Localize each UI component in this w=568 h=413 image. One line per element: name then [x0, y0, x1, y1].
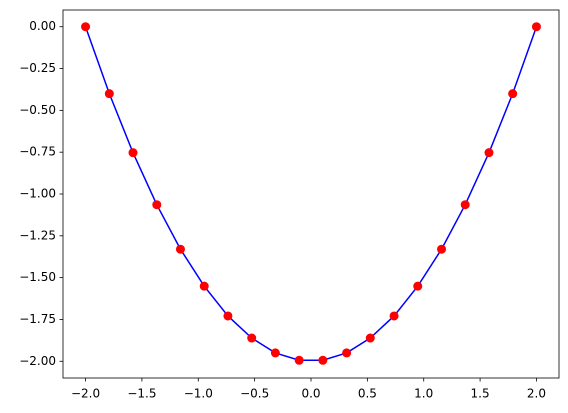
y-tick-label: −2.00	[19, 354, 56, 368]
y-tick-label: −1.00	[19, 187, 56, 201]
point	[152, 200, 162, 210]
x-tick-label: −1.0	[184, 387, 213, 401]
y-tick-label: −1.25	[19, 228, 56, 242]
point	[199, 281, 209, 291]
axes-frame	[62, 9, 560, 379]
point	[270, 348, 280, 358]
point	[104, 89, 114, 99]
point	[508, 89, 518, 99]
y-tick-label: −1.75	[19, 312, 56, 326]
point	[413, 281, 423, 291]
x-tick-label: 1.5	[471, 387, 490, 401]
x-tick-label: 2.0	[527, 387, 546, 401]
y-tick-label: −1.50	[19, 270, 56, 284]
line	[84, 26, 538, 362]
point	[365, 333, 375, 343]
point	[128, 148, 138, 158]
point	[318, 355, 328, 365]
point	[437, 244, 447, 254]
point	[342, 348, 352, 358]
point	[460, 200, 470, 210]
point	[294, 355, 304, 365]
point	[531, 22, 541, 32]
point	[175, 244, 185, 254]
point	[81, 22, 91, 32]
x-tick-label: 0.5	[358, 387, 377, 401]
point	[223, 311, 233, 321]
y-tick-label: −0.50	[19, 103, 56, 117]
point	[484, 148, 494, 158]
y-tick-label: 0.00	[29, 19, 56, 33]
point	[389, 311, 399, 321]
x-tick-label: 1.0	[414, 387, 433, 401]
x-tick-label: −0.5	[240, 387, 269, 401]
x-tick-label: −2.0	[71, 387, 100, 401]
x-tick-label: −1.5	[127, 387, 156, 401]
x-tick-label: 0.0	[301, 387, 320, 401]
y-tick-label: −0.75	[19, 145, 56, 159]
point	[247, 333, 257, 343]
y-tick-label: −0.25	[19, 61, 56, 75]
